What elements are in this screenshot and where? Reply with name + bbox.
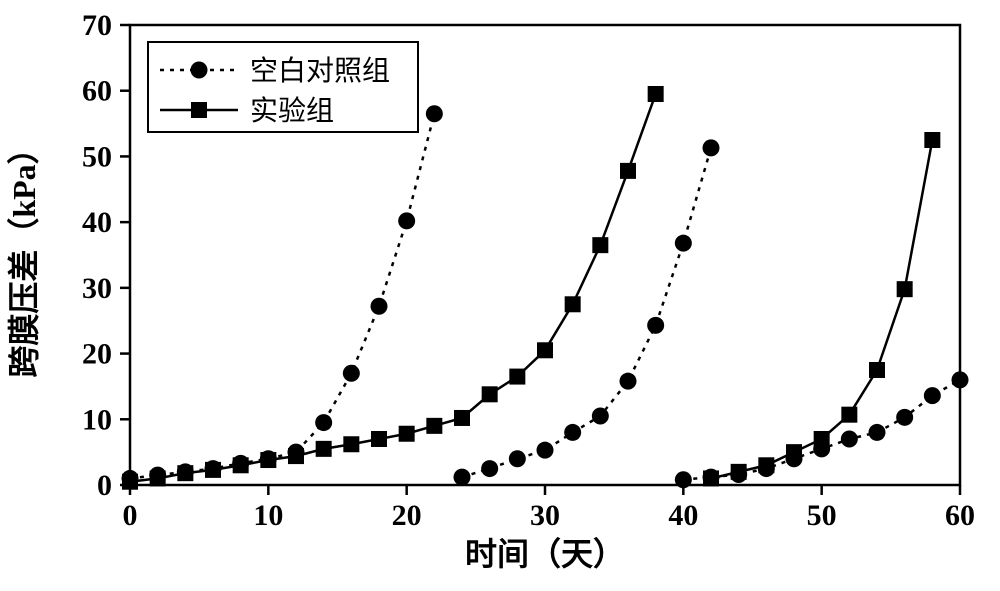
svg-text:60: 60: [945, 499, 975, 532]
svg-text:10: 10: [82, 403, 112, 436]
x-axis-label: 时间（天）: [465, 536, 625, 572]
svg-text:0: 0: [97, 469, 112, 502]
svg-text:60: 60: [82, 75, 112, 108]
svg-text:40: 40: [668, 499, 698, 532]
svg-text:30: 30: [530, 499, 560, 532]
svg-text:50: 50: [82, 140, 112, 173]
svg-text:30: 30: [82, 272, 112, 305]
y-axis-label: 跨膜压差（kPa）: [6, 132, 42, 377]
svg-text:10: 10: [253, 499, 283, 532]
chart-container: 0 10 20 30 40 50 60 0 10 20 30 40 50 60 70 时间（天） 跨膜压差（kP…: [0, 0, 1000, 591]
svg-text:40: 40: [82, 206, 112, 239]
legend-item-label: 空白对照组: [250, 55, 390, 87]
svg-text:70: 70: [82, 9, 112, 42]
svg-text:0: 0: [123, 499, 138, 532]
svg-text:50: 50: [807, 499, 837, 532]
svg-text:20: 20: [392, 499, 422, 532]
legend-item-label: 实验组: [250, 95, 334, 127]
chart-svg: 0 10 20 30 40 50 60 0 10 20 30 40 50 60 70 时间（天） 跨膜压差（kP…: [0, 0, 1000, 591]
svg-text:20: 20: [82, 338, 112, 371]
